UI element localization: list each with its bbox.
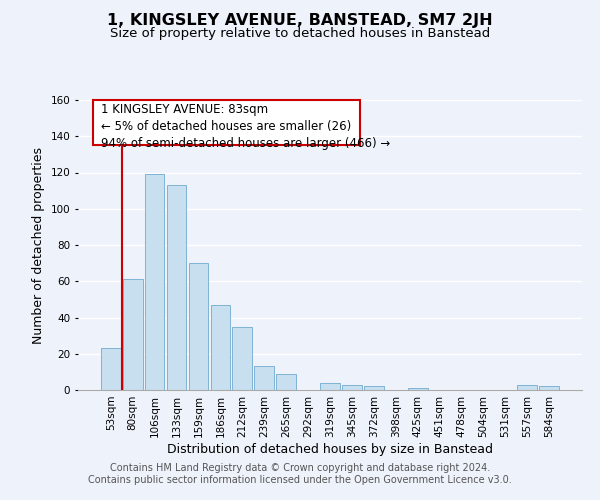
Bar <box>188 263 208 390</box>
Bar <box>408 388 428 390</box>
Bar <box>539 386 559 390</box>
FancyBboxPatch shape <box>93 100 360 145</box>
Text: Size of property relative to detached houses in Banstead: Size of property relative to detached ho… <box>110 28 490 40</box>
Bar <box>145 174 164 390</box>
Bar <box>517 384 537 390</box>
Bar <box>167 185 187 390</box>
Bar <box>342 384 362 390</box>
Bar <box>254 366 274 390</box>
Bar <box>101 348 121 390</box>
Text: 1 KINGSLEY AVENUE: 83sqm
← 5% of detached houses are smaller (26)
94% of semi-de: 1 KINGSLEY AVENUE: 83sqm ← 5% of detache… <box>101 103 390 150</box>
Bar <box>232 326 252 390</box>
Bar <box>211 305 230 390</box>
Text: Contains HM Land Registry data © Crown copyright and database right 2024.
Contai: Contains HM Land Registry data © Crown c… <box>88 464 512 485</box>
Y-axis label: Number of detached properties: Number of detached properties <box>32 146 45 344</box>
Bar <box>123 280 143 390</box>
X-axis label: Distribution of detached houses by size in Banstead: Distribution of detached houses by size … <box>167 442 493 456</box>
Bar <box>276 374 296 390</box>
Text: 1, KINGSLEY AVENUE, BANSTEAD, SM7 2JH: 1, KINGSLEY AVENUE, BANSTEAD, SM7 2JH <box>107 12 493 28</box>
Bar <box>364 386 384 390</box>
Bar <box>320 383 340 390</box>
